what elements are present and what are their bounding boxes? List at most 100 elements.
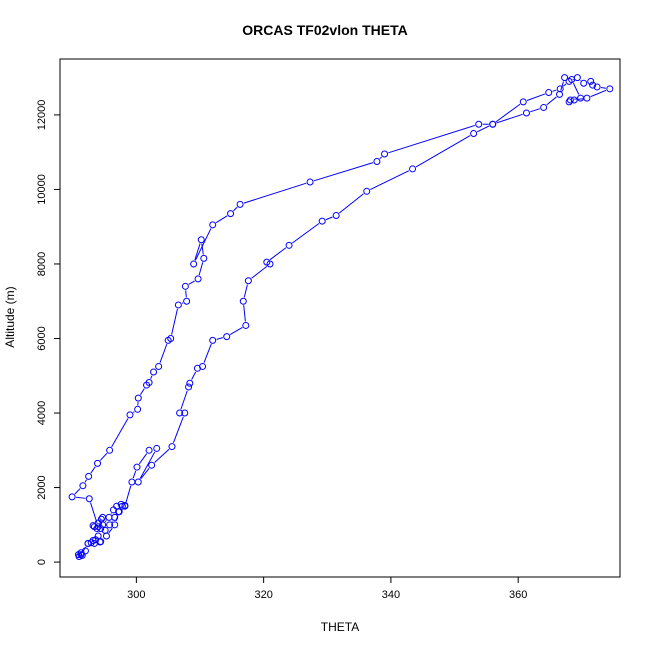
data-point: [567, 97, 573, 103]
series-line-segment: [292, 223, 319, 242]
x-tick-label: 340: [382, 589, 400, 601]
y-tick-label: 2000: [36, 475, 48, 499]
series-line-segment: [244, 285, 247, 298]
series-line-segment: [601, 88, 606, 89]
data-point: [156, 363, 162, 369]
series-line-segment: [553, 90, 557, 91]
data-point: [541, 104, 547, 110]
series-line-segment: [151, 376, 152, 379]
series-line-segment: [527, 94, 545, 101]
x-axis-label: THETA: [60, 620, 620, 634]
y-tick-label: 8000: [36, 252, 48, 276]
y-tick-label: 0: [36, 559, 48, 565]
data-point: [151, 369, 157, 375]
data-point: [374, 158, 380, 164]
series-line-segment: [244, 183, 306, 203]
data-point: [471, 131, 477, 137]
data-point: [574, 75, 580, 81]
data-point: [476, 121, 482, 127]
series-line-segment: [192, 372, 196, 380]
data-point: [129, 479, 135, 485]
data-point: [557, 86, 563, 92]
data-point: [382, 151, 388, 157]
data-point: [307, 179, 313, 185]
data-point: [135, 406, 141, 412]
data-point: [80, 483, 86, 489]
series-line-segment: [270, 248, 286, 260]
series-line-segment: [126, 486, 131, 503]
data-point: [490, 121, 496, 127]
x-tick-label: 360: [509, 589, 527, 601]
data-point: [523, 110, 529, 116]
series-line-segment: [339, 194, 363, 213]
series-line-segment: [109, 528, 113, 533]
data-point: [106, 514, 112, 520]
series-line-segment: [388, 125, 475, 152]
data-point: [135, 395, 141, 401]
series-line-segment: [172, 309, 178, 335]
data-point: [584, 95, 590, 101]
series-line-segment: [563, 84, 566, 86]
data-point: [195, 276, 201, 282]
x-tick-label: 300: [127, 589, 145, 601]
plot-frame: [60, 59, 620, 577]
chart-title: ORCAS TF02vlon THETA: [0, 22, 650, 38]
y-axis-label: Altitude (m): [3, 237, 17, 397]
series-line-segment: [233, 207, 237, 211]
series-line-segment: [326, 217, 333, 220]
series-line-segment: [186, 290, 187, 297]
series-line-segment: [76, 497, 85, 498]
data-point: [194, 365, 200, 371]
y-tick-label: 6000: [36, 326, 48, 350]
data-point: [182, 283, 188, 289]
series-line-segment: [217, 338, 223, 340]
series-line-segment: [173, 417, 183, 443]
series-line-segment: [140, 452, 155, 479]
data-point: [546, 90, 552, 96]
series-line-segment: [140, 388, 144, 394]
series-line-segment: [181, 391, 187, 410]
data-point: [198, 237, 204, 243]
series-line-segment: [112, 521, 113, 522]
series-line-segment: [160, 344, 167, 363]
series-line-segment: [189, 281, 195, 284]
data-point: [410, 166, 416, 172]
data-point: [240, 298, 246, 304]
data-point: [557, 91, 563, 97]
data-point: [107, 447, 113, 453]
y-tick-label: 12000: [36, 100, 48, 131]
data-point: [103, 533, 109, 539]
data-point: [135, 479, 141, 485]
series-line-segment: [244, 305, 246, 321]
data-point: [86, 496, 92, 502]
series-line-segment: [530, 109, 540, 112]
data-point: [69, 494, 75, 500]
data-point: [149, 462, 155, 468]
data-point: [286, 242, 292, 248]
data-point: [210, 337, 216, 343]
data-point: [237, 201, 243, 207]
y-tick-label: 10000: [36, 174, 48, 205]
data-point: [245, 278, 251, 284]
series-line-segment: [380, 157, 382, 159]
data-point: [191, 261, 197, 267]
series-line-segment: [112, 418, 128, 446]
series-line-segment: [139, 454, 146, 464]
data-point: [364, 188, 370, 194]
data-point: [127, 412, 133, 418]
data-point: [581, 80, 587, 86]
series-line-segment: [416, 136, 470, 167]
series-line-segment: [230, 327, 242, 334]
data-point: [228, 211, 234, 217]
data-point: [210, 222, 216, 228]
series-line-segment: [252, 266, 267, 278]
data-point: [578, 95, 584, 101]
series-line-segment: [204, 344, 211, 363]
data-point: [243, 322, 249, 328]
data-point: [187, 380, 193, 386]
x-tick-label: 320: [254, 589, 272, 601]
series-line-segment: [314, 163, 373, 181]
series-line-segment: [75, 489, 80, 494]
data-point: [134, 464, 140, 470]
